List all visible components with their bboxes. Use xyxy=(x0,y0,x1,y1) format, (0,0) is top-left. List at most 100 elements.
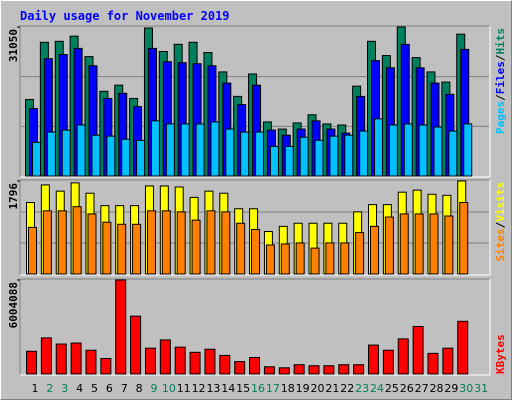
chart-title: Daily usage for November 2019 xyxy=(20,9,230,23)
bar xyxy=(278,367,290,375)
bar xyxy=(121,138,131,177)
legend-entry: Hits xyxy=(494,28,507,55)
bar xyxy=(206,210,216,275)
bar xyxy=(412,325,424,375)
bar xyxy=(442,347,454,375)
bar xyxy=(368,344,380,375)
bar xyxy=(429,213,439,275)
bar xyxy=(240,131,250,177)
bar xyxy=(57,210,67,275)
x-tick-label: 27 xyxy=(415,382,429,395)
bar xyxy=(32,141,41,177)
x-tick-label: 9 xyxy=(150,382,157,395)
bar xyxy=(115,279,127,375)
bar xyxy=(150,120,160,177)
x-tick-label: 18 xyxy=(281,382,295,395)
bar xyxy=(323,365,335,375)
x-tick-label: 17 xyxy=(266,382,280,395)
panel-edge xyxy=(19,179,490,275)
x-tick-label: 4 xyxy=(76,382,83,395)
legend-entry: Visits xyxy=(494,182,507,222)
bar xyxy=(189,351,201,375)
x-tick-label: 8 xyxy=(136,382,143,395)
bar xyxy=(42,210,52,275)
x-tick-label: 23 xyxy=(355,382,369,395)
bar xyxy=(444,215,454,275)
x-tick-label: 22 xyxy=(340,382,354,395)
bar xyxy=(130,315,142,375)
panel-edge xyxy=(19,278,490,375)
bar xyxy=(85,349,97,375)
bar xyxy=(91,134,101,177)
bar xyxy=(117,223,127,275)
bar xyxy=(161,210,171,275)
bar xyxy=(144,347,156,375)
bar xyxy=(329,135,339,177)
bar xyxy=(136,139,146,177)
bar xyxy=(340,242,350,275)
x-tick-label: 3 xyxy=(61,382,68,395)
x-tick-label: 19 xyxy=(296,382,310,395)
bar xyxy=(433,126,443,177)
bar xyxy=(100,358,112,375)
bar xyxy=(251,228,261,275)
bar xyxy=(293,364,305,375)
bar xyxy=(370,225,380,275)
panel-edge xyxy=(20,279,491,376)
x-tick-label: 13 xyxy=(206,382,220,395)
x-tick-label: 29 xyxy=(444,382,458,395)
bar xyxy=(132,223,142,275)
y-max-label: 1796 xyxy=(7,183,20,210)
x-tick-label: 5 xyxy=(91,382,98,395)
bar xyxy=(399,213,409,275)
legend-separator: / xyxy=(494,54,507,61)
bar xyxy=(397,338,409,375)
bar xyxy=(427,352,439,375)
bar xyxy=(457,320,469,375)
bar xyxy=(28,226,37,275)
x-tick-label: 20 xyxy=(311,382,325,395)
legend: Pages/Files/Hits xyxy=(494,28,507,134)
bar xyxy=(106,135,116,177)
panel-edge xyxy=(20,26,491,178)
bar xyxy=(221,211,231,275)
y-max-label: 6004088 xyxy=(7,282,20,328)
bar xyxy=(191,219,201,275)
bar xyxy=(418,124,428,177)
bar xyxy=(146,210,156,275)
bar xyxy=(46,131,56,177)
bar xyxy=(403,123,413,177)
x-tick-label: 16 xyxy=(251,382,265,395)
x-tick-label: 11 xyxy=(177,382,191,395)
legend-entry: KBytes xyxy=(494,334,507,374)
bar xyxy=(176,211,186,275)
bar xyxy=(269,145,279,177)
legend-separator: / xyxy=(494,221,507,228)
bar xyxy=(448,130,458,177)
x-tick-label: 6 xyxy=(106,382,113,395)
bar xyxy=(255,131,265,177)
legend-entry: Pages xyxy=(494,101,507,134)
bar xyxy=(55,343,67,375)
bar xyxy=(159,339,171,375)
legend-entry: Sites xyxy=(494,228,507,261)
x-tick-label: 7 xyxy=(121,382,128,395)
bar xyxy=(382,349,394,375)
x-tick-label: 31 xyxy=(474,382,488,395)
legend-separator: / xyxy=(494,94,507,101)
bar xyxy=(70,342,82,375)
x-tick-label: 30 xyxy=(459,382,473,395)
bar xyxy=(384,216,394,275)
bar xyxy=(284,145,294,177)
legend: KBytes xyxy=(494,334,507,374)
bar xyxy=(463,123,473,177)
bar xyxy=(165,123,175,177)
bar xyxy=(236,222,246,275)
x-tick-label: 10 xyxy=(162,382,176,395)
bar xyxy=(299,136,309,177)
bar xyxy=(195,123,205,177)
bar xyxy=(310,247,320,275)
x-tick-label: 24 xyxy=(370,382,384,395)
bar xyxy=(308,365,320,375)
